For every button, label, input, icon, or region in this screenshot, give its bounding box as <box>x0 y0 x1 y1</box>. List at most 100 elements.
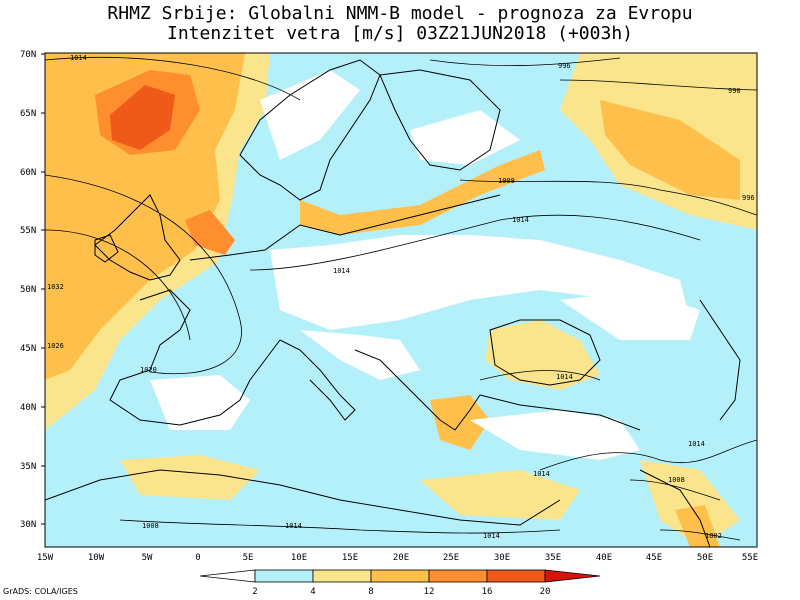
isobar-label: 1014 <box>556 373 573 381</box>
colorbar-segment <box>428 569 488 583</box>
isobar-label: 996 <box>558 62 571 70</box>
lon-label: 30E <box>494 553 510 563</box>
isobar-label: 1008 <box>142 522 159 530</box>
lon-label: 15E <box>342 553 358 563</box>
map-frame <box>44 52 758 548</box>
lon-label: 35E <box>545 553 561 563</box>
lat-label: 70N <box>20 50 36 60</box>
wind-band-moderate-atlantic <box>45 53 245 380</box>
coast-france-iberia <box>109 289 281 426</box>
coast-north-europe <box>189 194 501 261</box>
wind-band-very-strong-north-atlantic <box>110 85 175 150</box>
wind-band-light-western-med <box>120 455 260 500</box>
isobar-line <box>539 439 757 471</box>
lon-label: 40E <box>596 553 612 563</box>
isobar-line <box>559 79 757 91</box>
colorbar-label: 20 <box>540 587 551 597</box>
calm-land-central-europe <box>270 235 690 330</box>
lon-label: 10E <box>291 553 307 563</box>
lat-label: 30N <box>20 520 36 530</box>
colorbar-label: 8 <box>368 587 373 597</box>
isobar-label: 1008 <box>668 476 685 484</box>
isobar-label: 1032 <box>47 283 64 291</box>
colorbar-segment <box>486 569 546 583</box>
lon-label: 5E <box>243 553 254 563</box>
isobar-line <box>249 214 701 271</box>
isobar-line <box>45 56 301 101</box>
lon-label: 50E <box>697 553 713 563</box>
calm-land-scandinavia <box>260 70 360 160</box>
lon-label: 5W <box>142 553 153 563</box>
isobar-line <box>629 479 721 501</box>
colorbar-segment <box>199 569 256 583</box>
isobar-label: 1014 <box>285 522 302 530</box>
isobar-line <box>479 370 601 381</box>
isobars <box>45 56 757 541</box>
coast-caspian <box>699 299 741 421</box>
isobar-label: 1014 <box>483 532 500 540</box>
colorbar-segment <box>544 569 601 583</box>
map-field: 1014 996 990 1008 1014 1014 1020 1014 10… <box>45 53 757 547</box>
colorbar-segment <box>370 569 430 583</box>
colorbar-segment <box>312 569 372 583</box>
isobar-line <box>429 57 621 67</box>
isobar-line <box>45 174 242 375</box>
longitude-axis: 15W 10W 5W 0 5E 10E 15E 20E 25E 30E 35E … <box>37 553 758 563</box>
lon-label: 25E <box>443 553 459 563</box>
colorbar-label: 4 <box>310 587 315 597</box>
coast-adriatic-greece <box>354 349 481 431</box>
isobar-label: 1014 <box>533 470 550 478</box>
wind-band-light-middle-east <box>640 460 740 547</box>
isobar-labels: 1014 996 990 1008 1014 1014 1020 1014 10… <box>47 54 755 540</box>
lat-label: 45N <box>20 344 36 354</box>
calm-land-anatolia <box>470 410 640 460</box>
coast-black-sea <box>489 319 601 386</box>
lon-label: 20E <box>393 553 409 563</box>
coastlines <box>45 59 741 547</box>
coast-north-africa <box>45 469 561 526</box>
calm-land-finland <box>410 110 520 165</box>
isobar-label: 990 <box>728 87 741 95</box>
isobar-label: 996 <box>742 194 755 202</box>
wind-band-light-eastern-med <box>420 470 580 520</box>
coast-finland <box>379 69 501 171</box>
isobar-line <box>659 529 741 541</box>
isobar-label: 1014 <box>333 267 350 275</box>
lat-label: 60N <box>20 168 36 178</box>
isobar-label: 1026 <box>47 342 64 350</box>
coast-scandinavia <box>239 59 381 201</box>
lon-label: 45E <box>646 553 662 563</box>
wind-band-moderate-east <box>600 100 740 200</box>
map-subtitle: Intenzitet vetra [m/s] 03Z21JUN2018 (+00… <box>167 23 633 44</box>
coast-italy <box>279 339 356 421</box>
isobar-line <box>119 519 561 534</box>
colorbar: 2 4 8 12 16 20 <box>199 569 601 597</box>
lon-label: 55E <box>742 553 758 563</box>
calm-land-iberia <box>150 375 250 430</box>
isobar-label: 1014 <box>512 216 529 224</box>
grads-credit: GrADS: COLA/IGES <box>3 587 78 596</box>
isobar-label: 1014 <box>70 54 87 62</box>
colorbar-segment <box>254 569 314 583</box>
lon-label: 15W <box>37 553 54 563</box>
coast-ireland <box>94 234 119 263</box>
isobar-label: 1008 <box>498 177 515 185</box>
map-title: RHMZ Srbije: Globalni NMM-B model - prog… <box>107 3 693 24</box>
lon-label: 0 <box>195 553 200 563</box>
wind-band-moderate-gulf <box>675 505 720 547</box>
isobar-line <box>45 229 191 341</box>
isobar-label: 1020 <box>140 366 157 374</box>
coast-britain <box>94 194 181 281</box>
colorbar-label: 2 <box>252 587 257 597</box>
wind-band-moderate-aegean <box>430 395 490 450</box>
lat-label: 65N <box>20 109 36 119</box>
colorbar-label: 16 <box>482 587 493 597</box>
coast-gulf <box>639 469 711 547</box>
colorbar-label: 12 <box>424 587 435 597</box>
isobar-label: 1002 <box>705 532 722 540</box>
wind-band-moderate-baltic <box>300 150 545 235</box>
calm-land-ukraine <box>560 290 700 340</box>
lat-label: 50N <box>20 285 36 295</box>
calm-land-balkans <box>300 330 420 380</box>
